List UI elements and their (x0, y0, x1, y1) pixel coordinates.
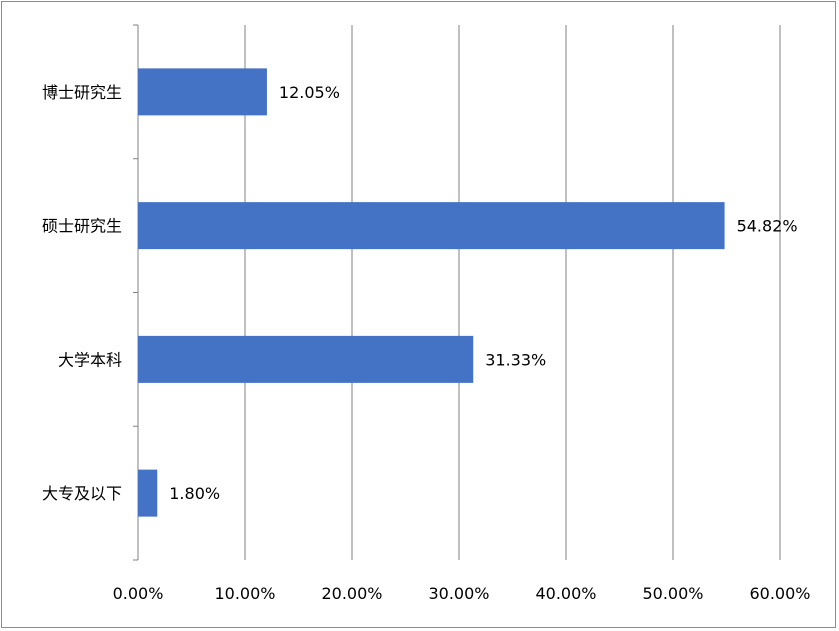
x-tick-label: 10.00% (214, 584, 275, 603)
axes (133, 24, 139, 561)
data-label: 12.05% (279, 83, 340, 102)
category-label: 大专及以下 (42, 484, 122, 503)
category-label: 大学本科 (58, 350, 122, 369)
bar (138, 68, 267, 116)
bar (138, 469, 158, 517)
bar (138, 202, 725, 250)
x-tick-label: 50.00% (642, 584, 703, 603)
data-label: 1.80% (169, 484, 220, 503)
data-label: 54.82% (737, 217, 798, 236)
data-label: 31.33% (485, 350, 546, 369)
bar (138, 335, 474, 383)
category-label: 博士研究生 (42, 83, 122, 102)
x-tick-label: 60.00% (749, 584, 810, 603)
x-tick-label: 30.00% (428, 584, 489, 603)
bars (138, 68, 725, 517)
gridlines (244, 25, 781, 560)
labels: 0.00% 10.00% 20.00% 30.00% 40.00% 50.00% 60.00… (42, 83, 811, 603)
x-tick-label: 20.00% (321, 584, 382, 603)
category-label: 硕士研究生 (42, 217, 122, 236)
x-tick-label: 0.00% (113, 584, 164, 603)
x-tick-label: 40.00% (535, 584, 596, 603)
